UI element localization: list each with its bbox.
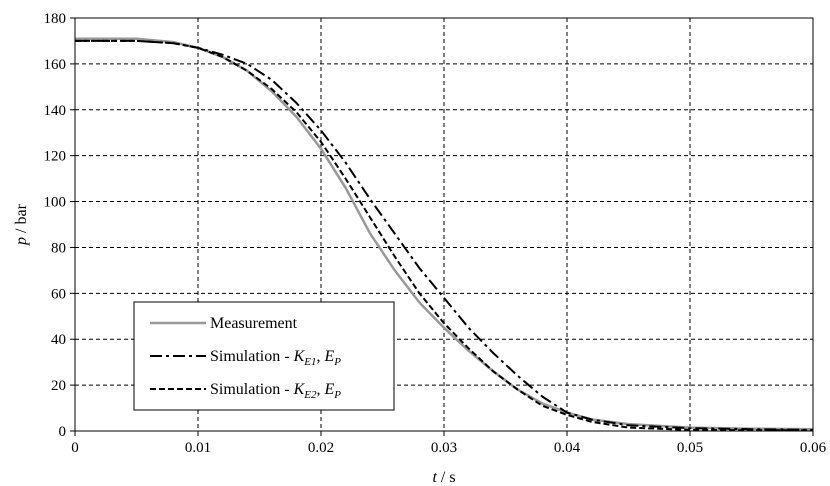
legend-box xyxy=(133,301,395,411)
legend-label-2: Simulation - KE1​, EP​ xyxy=(210,348,341,368)
legend-label-1: Measurement xyxy=(210,315,298,332)
y-tick-label: 140 xyxy=(44,103,67,119)
x-tick-label: 0.06 xyxy=(800,440,827,456)
x-tick-label: 0.05 xyxy=(677,440,703,456)
y-tick-label: 120 xyxy=(44,149,67,165)
y-axis-unit: / bar xyxy=(13,203,30,237)
plot-series xyxy=(75,37,814,432)
x-axis-variable: t xyxy=(432,469,437,486)
x-tick-label: 0.02 xyxy=(308,440,334,456)
series-line-2 xyxy=(75,39,814,431)
x-tick-label: 0.01 xyxy=(185,440,211,456)
x-tick-label: 0 xyxy=(71,440,79,456)
y-tick-label: 0 xyxy=(59,424,67,440)
y-tick-label: 180 xyxy=(44,11,67,27)
y-axis-variable: p xyxy=(13,237,30,246)
series-line-3 xyxy=(75,39,813,432)
legend-label-3: Simulation - KE2​, EP​ xyxy=(210,381,341,401)
x-axis-label: t / s xyxy=(432,469,455,486)
y-tick-label: 20 xyxy=(51,378,66,394)
y-tick-label: 80 xyxy=(51,240,66,256)
y-axis-ticks: 0 20 40 60 80 100 120 140 160 180 xyxy=(44,11,75,440)
y-tick-label: 160 xyxy=(44,57,67,73)
x-tick-label: 0.04 xyxy=(554,440,581,456)
x-tick-label: 0.03 xyxy=(431,440,457,456)
x-axis-unit: / s xyxy=(437,469,456,486)
y-tick-label: 60 xyxy=(51,286,66,302)
legend: Measurement Simulation - KE1​, EP​ Simulat… xyxy=(133,301,395,411)
y-axis-label: p / bar xyxy=(13,203,30,246)
y-tick-label: 100 xyxy=(44,195,67,211)
y-tick-label: 40 xyxy=(51,332,66,348)
x-axis-ticks: 0 0.01 0.02 0.03 0.04 0.05 0.06 xyxy=(71,431,827,456)
